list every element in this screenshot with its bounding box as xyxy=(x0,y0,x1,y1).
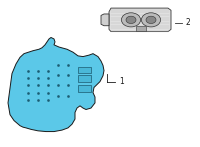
Polygon shape xyxy=(109,8,171,32)
Bar xyxy=(78,85,91,92)
Bar xyxy=(78,67,91,73)
Polygon shape xyxy=(101,14,109,26)
Text: 1: 1 xyxy=(119,77,124,86)
Circle shape xyxy=(141,13,161,27)
Circle shape xyxy=(126,16,136,24)
Text: 2: 2 xyxy=(185,18,190,27)
Circle shape xyxy=(146,16,156,24)
Bar xyxy=(136,26,146,31)
Circle shape xyxy=(121,13,141,27)
Polygon shape xyxy=(8,37,104,132)
Bar xyxy=(78,75,91,82)
